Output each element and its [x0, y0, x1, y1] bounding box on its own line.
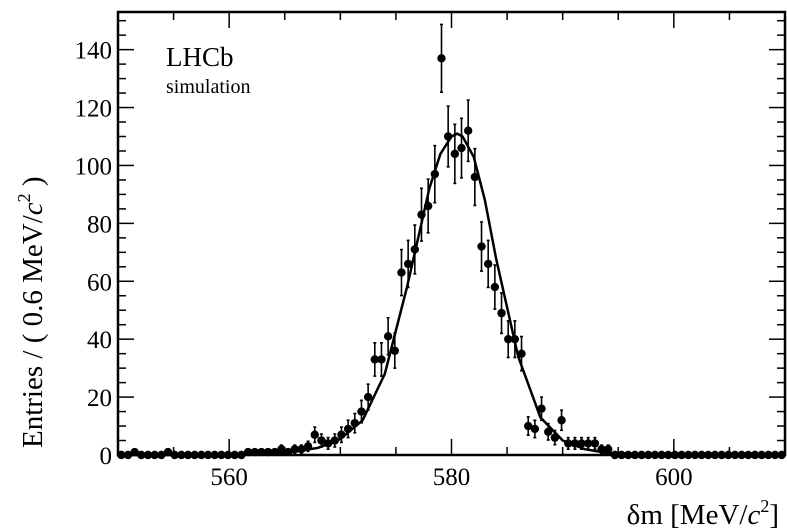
data-point [510, 334, 520, 344]
data-point [597, 445, 606, 454]
y-axis-title-close: ) [17, 176, 49, 193]
data-point [577, 439, 586, 448]
data-point [430, 169, 440, 179]
y-axis-title-text: Entries / ( 0.6 MeV/ [17, 214, 49, 448]
data-points-layer [117, 23, 786, 460]
data-point [537, 404, 546, 413]
data-point [557, 416, 566, 425]
data-point [604, 445, 613, 454]
y-axis-title-exp: 2 [14, 193, 34, 202]
data-point [590, 439, 600, 448]
data-point [463, 126, 473, 135]
data-point [450, 149, 460, 159]
y-tick-label: 100 [75, 153, 113, 180]
x-tick-label: 560 [210, 464, 248, 491]
data-point [437, 54, 446, 63]
data-point [550, 433, 560, 442]
y-tick-label: 140 [75, 38, 113, 65]
data-point [497, 308, 506, 318]
data-point [470, 172, 480, 182]
data-point [503, 334, 513, 344]
x-axis-title-exp: 2 [760, 496, 769, 516]
data-point [477, 242, 486, 251]
x-axis-title-close: ] [769, 499, 779, 531]
data-point [544, 427, 553, 437]
x-axis-title: δm [MeV/c2] [627, 496, 779, 531]
x-tick-label: 580 [433, 464, 471, 491]
y-tick-label: 80 [87, 211, 112, 238]
data-point [517, 349, 526, 358]
data-point [323, 439, 333, 448]
data-point [290, 445, 299, 454]
data-point [457, 143, 466, 153]
y-tick-label: 60 [87, 269, 112, 296]
data-point [403, 259, 413, 269]
data-point [390, 346, 400, 355]
data-point [317, 436, 326, 445]
data-point [530, 424, 540, 434]
tick-labels: 560 580 600 0 20 40 60 80 100 120 140 [75, 38, 693, 491]
data-point [417, 210, 426, 219]
data-point [370, 355, 379, 364]
data-point [343, 424, 353, 434]
y-axis-title: Entries / ( 0.6 MeV/c2 ) [14, 176, 49, 448]
fit-curve [118, 132, 785, 457]
data-point [584, 439, 593, 448]
data-point [483, 259, 493, 269]
y-tick-label: 40 [87, 327, 112, 354]
data-point [383, 332, 393, 341]
x-tick-label: 600 [655, 464, 693, 491]
data-point [377, 355, 386, 364]
y-tick-label: 20 [87, 385, 112, 412]
data-point [357, 407, 366, 416]
y-axis-title-var: c [17, 202, 49, 215]
data-point [297, 445, 306, 454]
y-tick-label: 120 [75, 96, 113, 123]
fit-curve-layer [118, 132, 785, 457]
data-point [397, 268, 406, 277]
data-point [337, 430, 346, 439]
data-point [277, 445, 286, 454]
data-point [443, 132, 453, 141]
simulation-label: simulation [166, 76, 250, 98]
data-point [350, 418, 359, 428]
data-point [564, 439, 573, 448]
data-point [570, 439, 580, 448]
data-point [490, 282, 500, 292]
axis-ticks [117, 12, 786, 456]
plot-frame [116, 10, 787, 457]
data-point [330, 436, 339, 445]
data-point [310, 430, 319, 439]
data-point [363, 392, 373, 402]
data-point [410, 245, 420, 254]
x-axis-title-var: c [747, 499, 760, 531]
data-point [423, 201, 433, 211]
x-axis-title-text: δm [MeV/ [627, 499, 749, 531]
data-point [303, 442, 313, 451]
y-tick-label: 0 [100, 443, 113, 470]
data-point [524, 421, 533, 431]
lhcb-label: LHCb [166, 42, 234, 72]
